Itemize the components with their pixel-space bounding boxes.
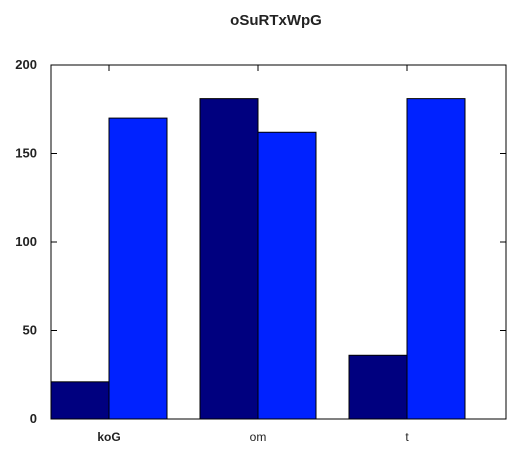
y-tick-label: 150: [15, 146, 37, 161]
chart-title: oSuRTxWpG: [230, 12, 322, 29]
bar-t-series-2: [406, 98, 466, 420]
tick-labels: 0 50 100 150 200 koG om t: [15, 57, 409, 444]
y-tick-label: 200: [15, 57, 37, 72]
y-tick-label: 0: [30, 411, 37, 426]
bars: [50, 98, 466, 420]
y-tick-label: 50: [23, 323, 37, 338]
bar-koG-series-1: [50, 381, 110, 420]
bar-koG-series-2: [108, 117, 168, 420]
bar-om-series-1: [199, 98, 259, 420]
y-tick-label: 100: [15, 234, 37, 249]
x-tick-label: om: [250, 430, 267, 444]
x-tick-label: t: [405, 430, 409, 444]
plot-frame: [50, 64, 507, 420]
x-tick-label: koG: [97, 430, 120, 444]
bar-om-series-2: [257, 131, 317, 420]
bar-t-series-1: [348, 354, 408, 420]
